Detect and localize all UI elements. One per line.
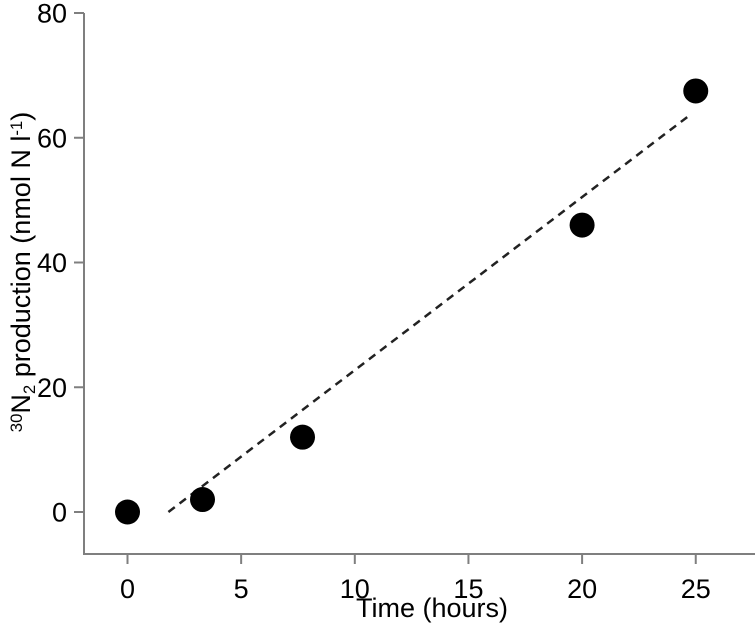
y-tick-label: 0 — [52, 498, 67, 528]
y-axis-title-part: production (nmol N l — [6, 135, 36, 385]
data-point — [569, 212, 595, 238]
data-point — [115, 499, 140, 525]
y-tick-label: 20 — [37, 373, 67, 403]
trend-line — [167, 113, 692, 513]
x-tick-label: 15 — [453, 574, 483, 604]
x-tick-label: 20 — [567, 574, 597, 604]
y-axis-title-part: 30 — [6, 413, 26, 433]
y-tick-label: 60 — [37, 123, 67, 153]
y-tick-label: 40 — [37, 248, 67, 278]
data-point — [190, 487, 216, 513]
x-tick-label: 25 — [681, 574, 711, 604]
x-tick-label: 10 — [340, 574, 370, 604]
x-tick-label: 5 — [234, 574, 249, 604]
y-axis-title: 30N2 production (nmol N l-1) — [1, 12, 41, 532]
y-axis-title-part: N — [6, 394, 36, 414]
y-axis-title-part: -1 — [6, 120, 26, 136]
data-point — [683, 78, 709, 104]
x-axis-title: Time (hours) — [355, 593, 509, 623]
y-axis-title-part: ) — [6, 111, 36, 121]
y-tick-label: 80 — [37, 0, 67, 29]
x-tick-label: 0 — [120, 574, 135, 604]
y-axis-title-part: 2 — [19, 384, 39, 395]
data-point — [290, 424, 316, 450]
